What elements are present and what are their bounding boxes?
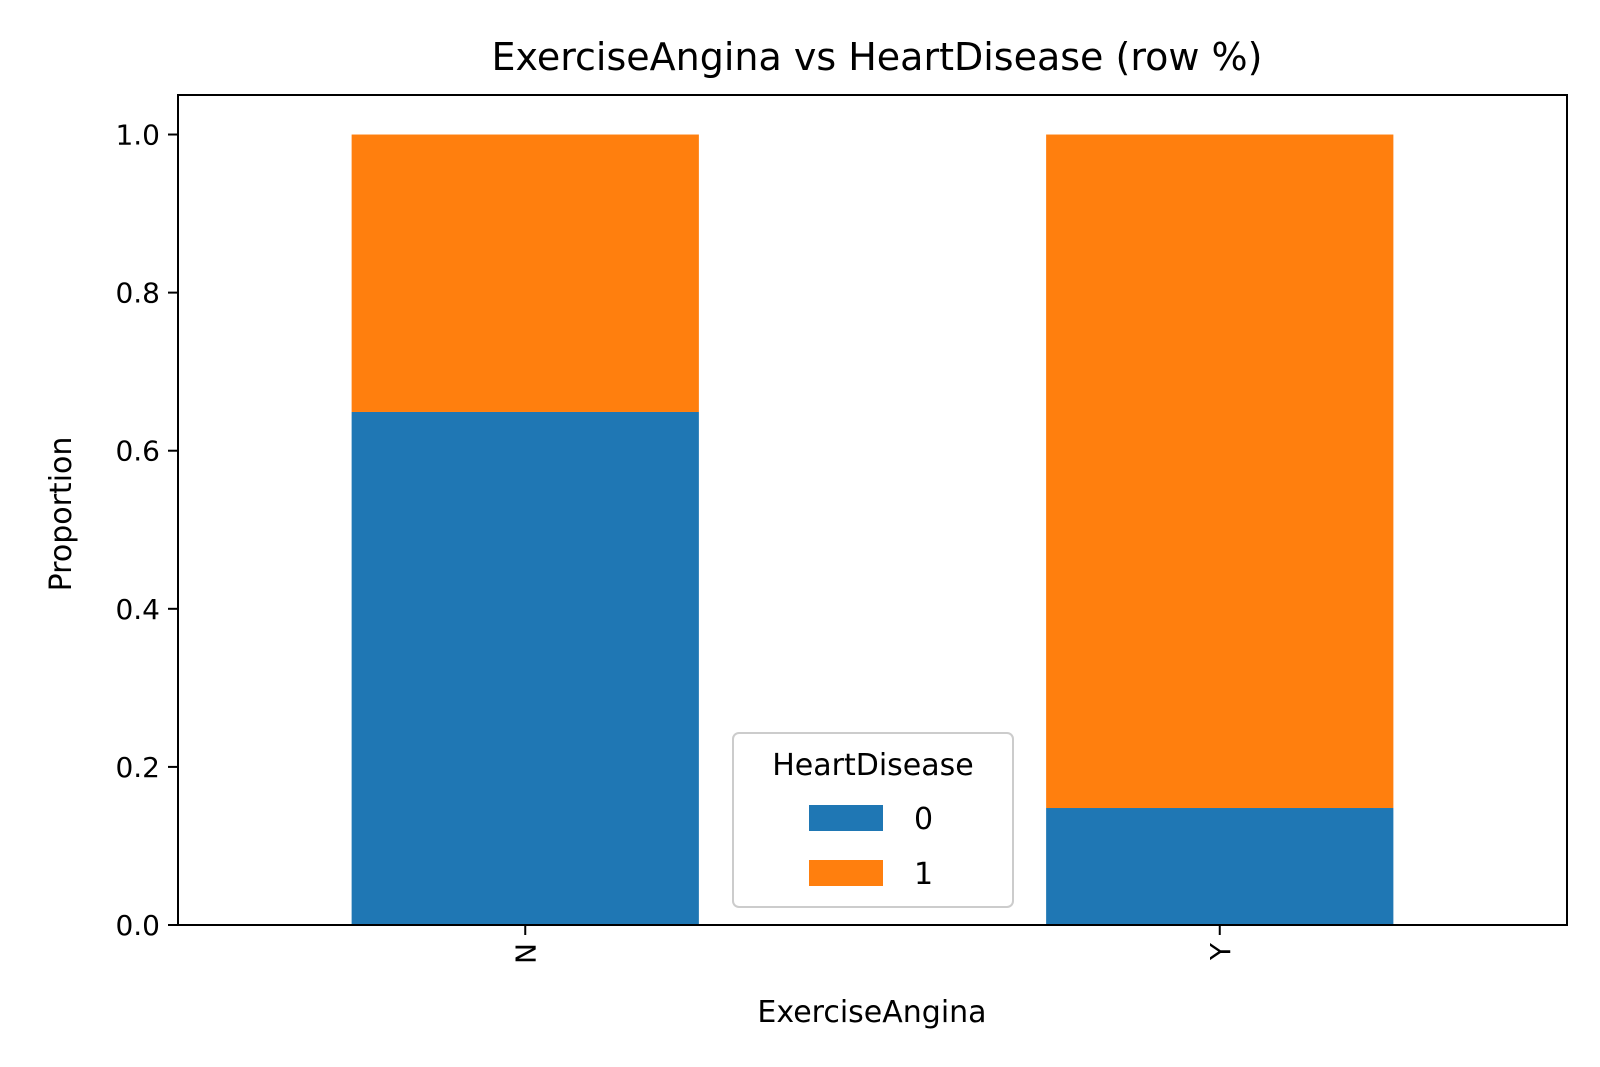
y-tick-label: 0.4 [115,593,160,626]
bar-Y-series-1 [1046,134,1394,809]
y-axis-label: Proportion [44,437,79,592]
y-tick-label: 0.2 [115,751,160,784]
x-tick-label: Y [1204,942,1237,961]
x-axis-label: ExerciseAngina [757,995,986,1030]
legend-title: HeartDisease [772,748,974,783]
plot-frame [177,94,1568,926]
bar-N-series-0 [351,411,699,925]
bar-Y-series-0 [1046,808,1394,925]
chart-title: ExerciseAngina vs HeartDisease (row %) [492,35,1263,79]
bar-N-series-1 [351,134,699,412]
y-tick-label: 0.6 [115,435,160,468]
legend-items: 01 [809,802,933,892]
y-tick-label: 0.0 [115,909,160,942]
legend-label-0: 0 [914,802,933,837]
legend-swatch-0 [809,805,883,831]
legend: HeartDisease 01 [732,732,1014,908]
y-tick-label: 1.0 [115,119,160,152]
legend-label-1: 1 [914,857,933,892]
legend-swatch-1 [809,860,883,886]
y-tick-label: 0.8 [115,277,160,310]
x-tick-label: N [509,943,542,964]
y-axis: 0.0 0.2 0.4 0.6 0.8 1.0 [115,119,178,942]
bars-group [351,134,1394,925]
